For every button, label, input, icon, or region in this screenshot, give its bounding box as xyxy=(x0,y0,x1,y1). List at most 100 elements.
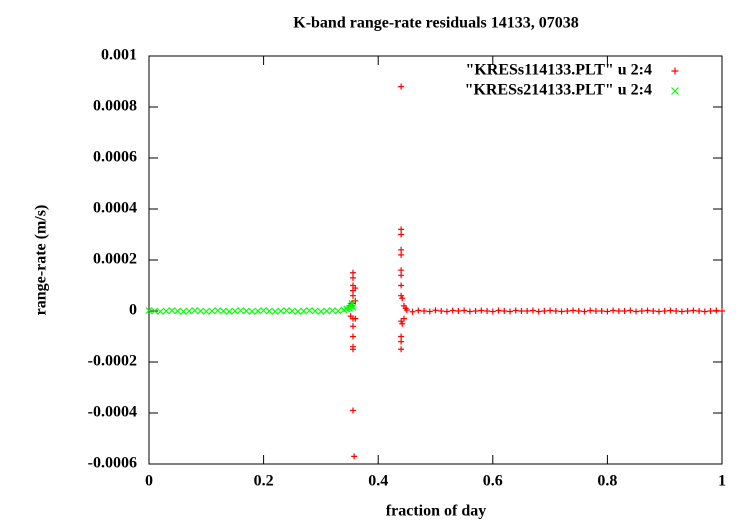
data-point xyxy=(398,231,405,238)
data-point xyxy=(214,307,222,314)
data-point xyxy=(225,308,233,315)
x-tick-label: 1 xyxy=(718,473,726,490)
data-point xyxy=(535,308,542,315)
data-point xyxy=(581,308,588,315)
data-point xyxy=(661,308,668,314)
data-point xyxy=(558,308,565,315)
data-point xyxy=(271,308,279,315)
data-point xyxy=(202,308,210,315)
y-tick-label: 0.0004 xyxy=(93,200,137,217)
data-point xyxy=(604,308,611,315)
data-point xyxy=(598,308,605,314)
data-point xyxy=(398,272,405,279)
y-tick-label: 0.0006 xyxy=(93,149,137,166)
data-point xyxy=(684,308,691,314)
data-point xyxy=(610,307,617,314)
x-tick-label: 0.6 xyxy=(483,473,503,490)
data-point xyxy=(349,323,356,330)
data-point xyxy=(185,307,193,315)
data-point xyxy=(151,307,159,315)
data-point xyxy=(615,308,622,314)
data-point xyxy=(719,308,725,314)
data-point xyxy=(484,308,491,314)
data-point xyxy=(512,307,519,314)
y-tick-label: -0.0002 xyxy=(88,353,137,370)
data-point xyxy=(552,308,559,314)
data-point xyxy=(678,308,685,315)
data-point xyxy=(449,307,456,314)
data-point xyxy=(529,307,536,314)
legend-marker xyxy=(671,67,679,75)
data-point xyxy=(349,333,356,340)
data-point xyxy=(415,307,422,314)
data-point xyxy=(208,307,216,315)
data-point xyxy=(277,307,285,315)
y-tick-label: 0 xyxy=(129,302,137,319)
data-point xyxy=(349,346,356,353)
data-point xyxy=(696,308,703,314)
data-point xyxy=(328,307,336,314)
data-point xyxy=(713,307,720,314)
y-tick-label: 0.0008 xyxy=(93,98,137,115)
data-point xyxy=(311,307,319,315)
data-point xyxy=(398,83,405,90)
data-point xyxy=(398,251,405,258)
data-point xyxy=(403,306,410,313)
data-point xyxy=(398,267,405,274)
data-point xyxy=(242,307,250,315)
data-point xyxy=(438,308,445,314)
data-point xyxy=(348,299,356,307)
data-point xyxy=(650,308,657,314)
data-point xyxy=(288,307,296,315)
x-tick-label: 0.2 xyxy=(254,473,274,490)
data-point xyxy=(231,307,239,315)
data-point xyxy=(174,307,182,315)
data-point xyxy=(564,308,571,314)
data-point xyxy=(317,308,325,315)
legend-label: "KRESs214133.PLT" u 2:4 xyxy=(465,82,652,99)
data-point xyxy=(254,307,262,315)
data-point xyxy=(349,407,356,414)
data-point xyxy=(587,307,594,314)
data-point xyxy=(432,307,439,314)
data-point xyxy=(506,308,513,315)
plot-frame xyxy=(148,55,723,465)
y-tick-label: -0.0004 xyxy=(88,404,137,421)
data-point xyxy=(398,282,405,289)
data-point xyxy=(334,307,342,315)
data-point xyxy=(399,295,406,302)
data-point xyxy=(300,307,308,315)
data-point xyxy=(157,308,164,315)
data-point xyxy=(352,297,359,304)
chart-title: K-band range-rate residuals 14133, 07038 xyxy=(293,15,578,32)
data-point xyxy=(655,308,662,315)
data-point xyxy=(633,308,640,315)
x-tick-label: 0 xyxy=(145,473,153,490)
x-tick-label: 0.4 xyxy=(368,473,388,490)
y-axis-label: range-rate (m/s) xyxy=(33,205,50,316)
data-point xyxy=(398,333,405,340)
data-point xyxy=(489,308,496,315)
data-point xyxy=(638,308,645,314)
data-point xyxy=(443,308,450,315)
data-point xyxy=(409,308,416,315)
data-point xyxy=(400,315,407,322)
data-point xyxy=(197,307,204,315)
data-point xyxy=(478,307,485,314)
data-point xyxy=(667,307,674,314)
data-point xyxy=(260,307,268,314)
data-point xyxy=(352,315,359,322)
data-point xyxy=(398,246,405,253)
data-point xyxy=(162,307,170,315)
data-point xyxy=(306,307,313,314)
data-point xyxy=(248,308,256,315)
data-point xyxy=(179,308,187,315)
data-point xyxy=(168,307,176,314)
data-point xyxy=(426,308,433,315)
data-point xyxy=(627,307,634,314)
data-point xyxy=(472,308,479,314)
data-point xyxy=(352,285,359,292)
data-point xyxy=(349,303,357,311)
